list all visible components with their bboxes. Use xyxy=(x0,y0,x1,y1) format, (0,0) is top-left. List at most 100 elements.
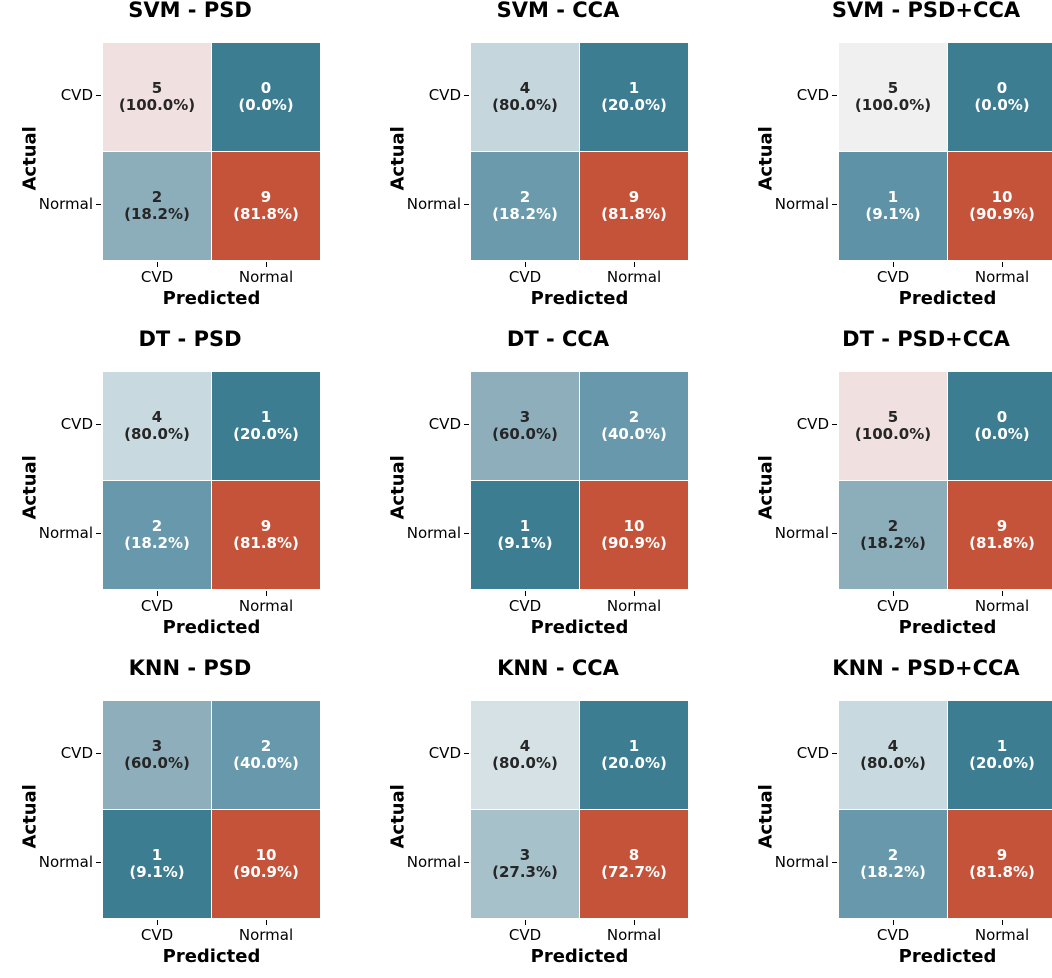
y-tick-label: Normal xyxy=(38,853,102,871)
y-axis-label: Actual xyxy=(19,784,41,849)
matrix-cell: 4 (80.0%) xyxy=(103,372,211,480)
x-axis-label: Predicted xyxy=(898,288,997,309)
cell-percent: (18.2%) xyxy=(124,534,190,552)
confusion-matrix-panel: KNN - PSD 3 (60.0%) 2 (40.0%) 1 (9.1%) 10 (90.9%… xyxy=(10,656,370,978)
matrix-cell: 0 (0.0%) xyxy=(212,43,320,151)
y-tick-label: Normal xyxy=(406,195,470,213)
y-tick-label: CVD xyxy=(796,415,838,433)
confusion-matrix-panel: SVM - PSD 5 (100.0%) 0 (0.0%) 2 (18.2%) 9 (81.8%… xyxy=(10,0,370,320)
confusion-matrix-panel: SVM - PSD+CCA 5 (100.0%) 0 (0.0%) 1 (9.1%) 10 (9… xyxy=(746,0,1052,320)
chart-title: SVM - PSD xyxy=(128,0,252,22)
y-tick-label: CVD xyxy=(796,86,838,104)
cell-count: 2 xyxy=(260,737,272,755)
heatmap-matrix: 4 (80.0%) 1 (20.0%) 3 (27.3%) 8 (72.7%) xyxy=(471,701,688,919)
matrix-cell: 9 (81.8%) xyxy=(580,152,688,260)
matrix-cell: 5 (100.0%) xyxy=(839,43,947,151)
x-tick-label: CVD xyxy=(475,920,575,944)
x-tick-label: Normal xyxy=(952,920,1052,944)
x-axis-label: Predicted xyxy=(530,946,629,967)
matrix-cell: 2 (18.2%) xyxy=(103,481,211,589)
y-tick-label: Normal xyxy=(38,195,102,213)
cell-percent: (20.0%) xyxy=(601,96,667,114)
y-axis-label: Actual xyxy=(755,784,777,849)
confusion-matrix-panel: DT - PSD+CCA 5 (100.0%) 0 (0.0%) 2 (18.2%) 9 (81… xyxy=(746,327,1052,649)
matrix-cell: 4 (80.0%) xyxy=(471,43,579,151)
chart-title: SVM - CCA xyxy=(496,0,620,22)
y-tick-label: CVD xyxy=(60,86,102,104)
x-axis-label: Predicted xyxy=(898,946,997,967)
matrix-cell: 2 (18.2%) xyxy=(839,810,947,918)
x-tick-label: CVD xyxy=(107,591,207,615)
cell-count: 9 xyxy=(996,846,1008,864)
matrix-cell: 8 (72.7%) xyxy=(580,810,688,918)
cell-percent: (40.0%) xyxy=(233,754,299,772)
cell-count: 3 xyxy=(519,408,531,426)
cell-percent: (80.0%) xyxy=(124,425,190,443)
cell-count: 9 xyxy=(260,517,272,535)
x-tick-label: CVD xyxy=(843,591,943,615)
chart-title: DT - PSD xyxy=(138,327,242,351)
x-tick-label: CVD xyxy=(475,591,575,615)
y-axis-label: Actual xyxy=(387,784,409,849)
confusion-matrix-panel: SVM - CCA 4 (80.0%) 1 (20.0%) 2 (18.2%) 9 (81.8%… xyxy=(378,0,738,320)
cell-percent: (81.8%) xyxy=(601,205,667,223)
matrix-cell: 10 (90.9%) xyxy=(212,810,320,918)
x-tick-label: CVD xyxy=(843,262,943,286)
x-axis-label: Predicted xyxy=(162,288,261,309)
matrix-cell: 5 (100.0%) xyxy=(839,372,947,480)
cell-count: 4 xyxy=(519,737,531,755)
matrix-cell: 0 (0.0%) xyxy=(948,43,1052,151)
x-axis-label: Predicted xyxy=(162,617,261,638)
cell-count: 10 xyxy=(991,188,1013,206)
cell-count: 2 xyxy=(151,188,163,206)
cell-count: 5 xyxy=(887,79,899,97)
cell-percent: (90.9%) xyxy=(233,863,299,881)
x-tick-label: Normal xyxy=(216,591,316,615)
cell-percent: (80.0%) xyxy=(860,754,926,772)
heatmap-matrix: 4 (80.0%) 1 (20.0%) 2 (18.2%) 9 (81.8%) xyxy=(103,372,320,590)
heatmap-matrix: 5 (100.0%) 0 (0.0%) 1 (9.1%) 10 (90.9%) xyxy=(839,43,1052,261)
cell-count: 1 xyxy=(628,737,640,755)
cell-count: 4 xyxy=(887,737,899,755)
matrix-cell: 1 (9.1%) xyxy=(103,810,211,918)
matrix-cell: 3 (60.0%) xyxy=(103,701,211,809)
chart-title: DT - PSD+CCA xyxy=(842,327,1010,351)
y-tick-label: CVD xyxy=(428,415,470,433)
y-axis-label: Actual xyxy=(755,455,777,520)
cell-count: 2 xyxy=(887,846,899,864)
cell-count: 3 xyxy=(151,737,163,755)
y-tick-label: CVD xyxy=(796,744,838,762)
cell-count: 1 xyxy=(887,188,899,206)
cell-percent: (9.1%) xyxy=(497,534,553,552)
heatmap-matrix: 5 (100.0%) 0 (0.0%) 2 (18.2%) 9 (81.8%) xyxy=(103,43,320,261)
cell-percent: (72.7%) xyxy=(601,863,667,881)
cell-count: 5 xyxy=(887,408,899,426)
cell-count: 1 xyxy=(151,846,163,864)
y-axis-label: Actual xyxy=(19,126,41,191)
x-tick-label: Normal xyxy=(584,262,684,286)
x-tick-label: Normal xyxy=(952,591,1052,615)
confusion-matrix-panel: KNN - CCA 4 (80.0%) 1 (20.0%) 3 (27.3%) 8 (72.7%… xyxy=(378,656,738,978)
matrix-cell: 9 (81.8%) xyxy=(212,152,320,260)
cell-count: 0 xyxy=(996,408,1008,426)
cell-count: 3 xyxy=(519,846,531,864)
x-tick-label: Normal xyxy=(584,591,684,615)
matrix-cell: 3 (27.3%) xyxy=(471,810,579,918)
heatmap-matrix: 3 (60.0%) 2 (40.0%) 1 (9.1%) 10 (90.9%) xyxy=(471,372,688,590)
confusion-matrix-panel: DT - PSD 4 (80.0%) 1 (20.0%) 2 (18.2%) 9 (81.8%)… xyxy=(10,327,370,649)
matrix-cell: 0 (0.0%) xyxy=(948,372,1052,480)
matrix-cell: 10 (90.9%) xyxy=(580,481,688,589)
x-tick-label: Normal xyxy=(952,262,1052,286)
x-axis-label: Predicted xyxy=(898,617,997,638)
chart-title: KNN - PSD xyxy=(128,656,252,680)
cell-count: 9 xyxy=(628,188,640,206)
cell-percent: (80.0%) xyxy=(492,96,558,114)
chart-title: DT - CCA xyxy=(506,327,610,351)
matrix-cell: 9 (81.8%) xyxy=(948,481,1052,589)
cell-percent: (18.2%) xyxy=(860,534,926,552)
cell-percent: (81.8%) xyxy=(969,863,1035,881)
y-axis-label: Actual xyxy=(387,455,409,520)
cell-percent: (60.0%) xyxy=(124,754,190,772)
cell-percent: (81.8%) xyxy=(233,205,299,223)
cell-percent: (90.9%) xyxy=(601,534,667,552)
